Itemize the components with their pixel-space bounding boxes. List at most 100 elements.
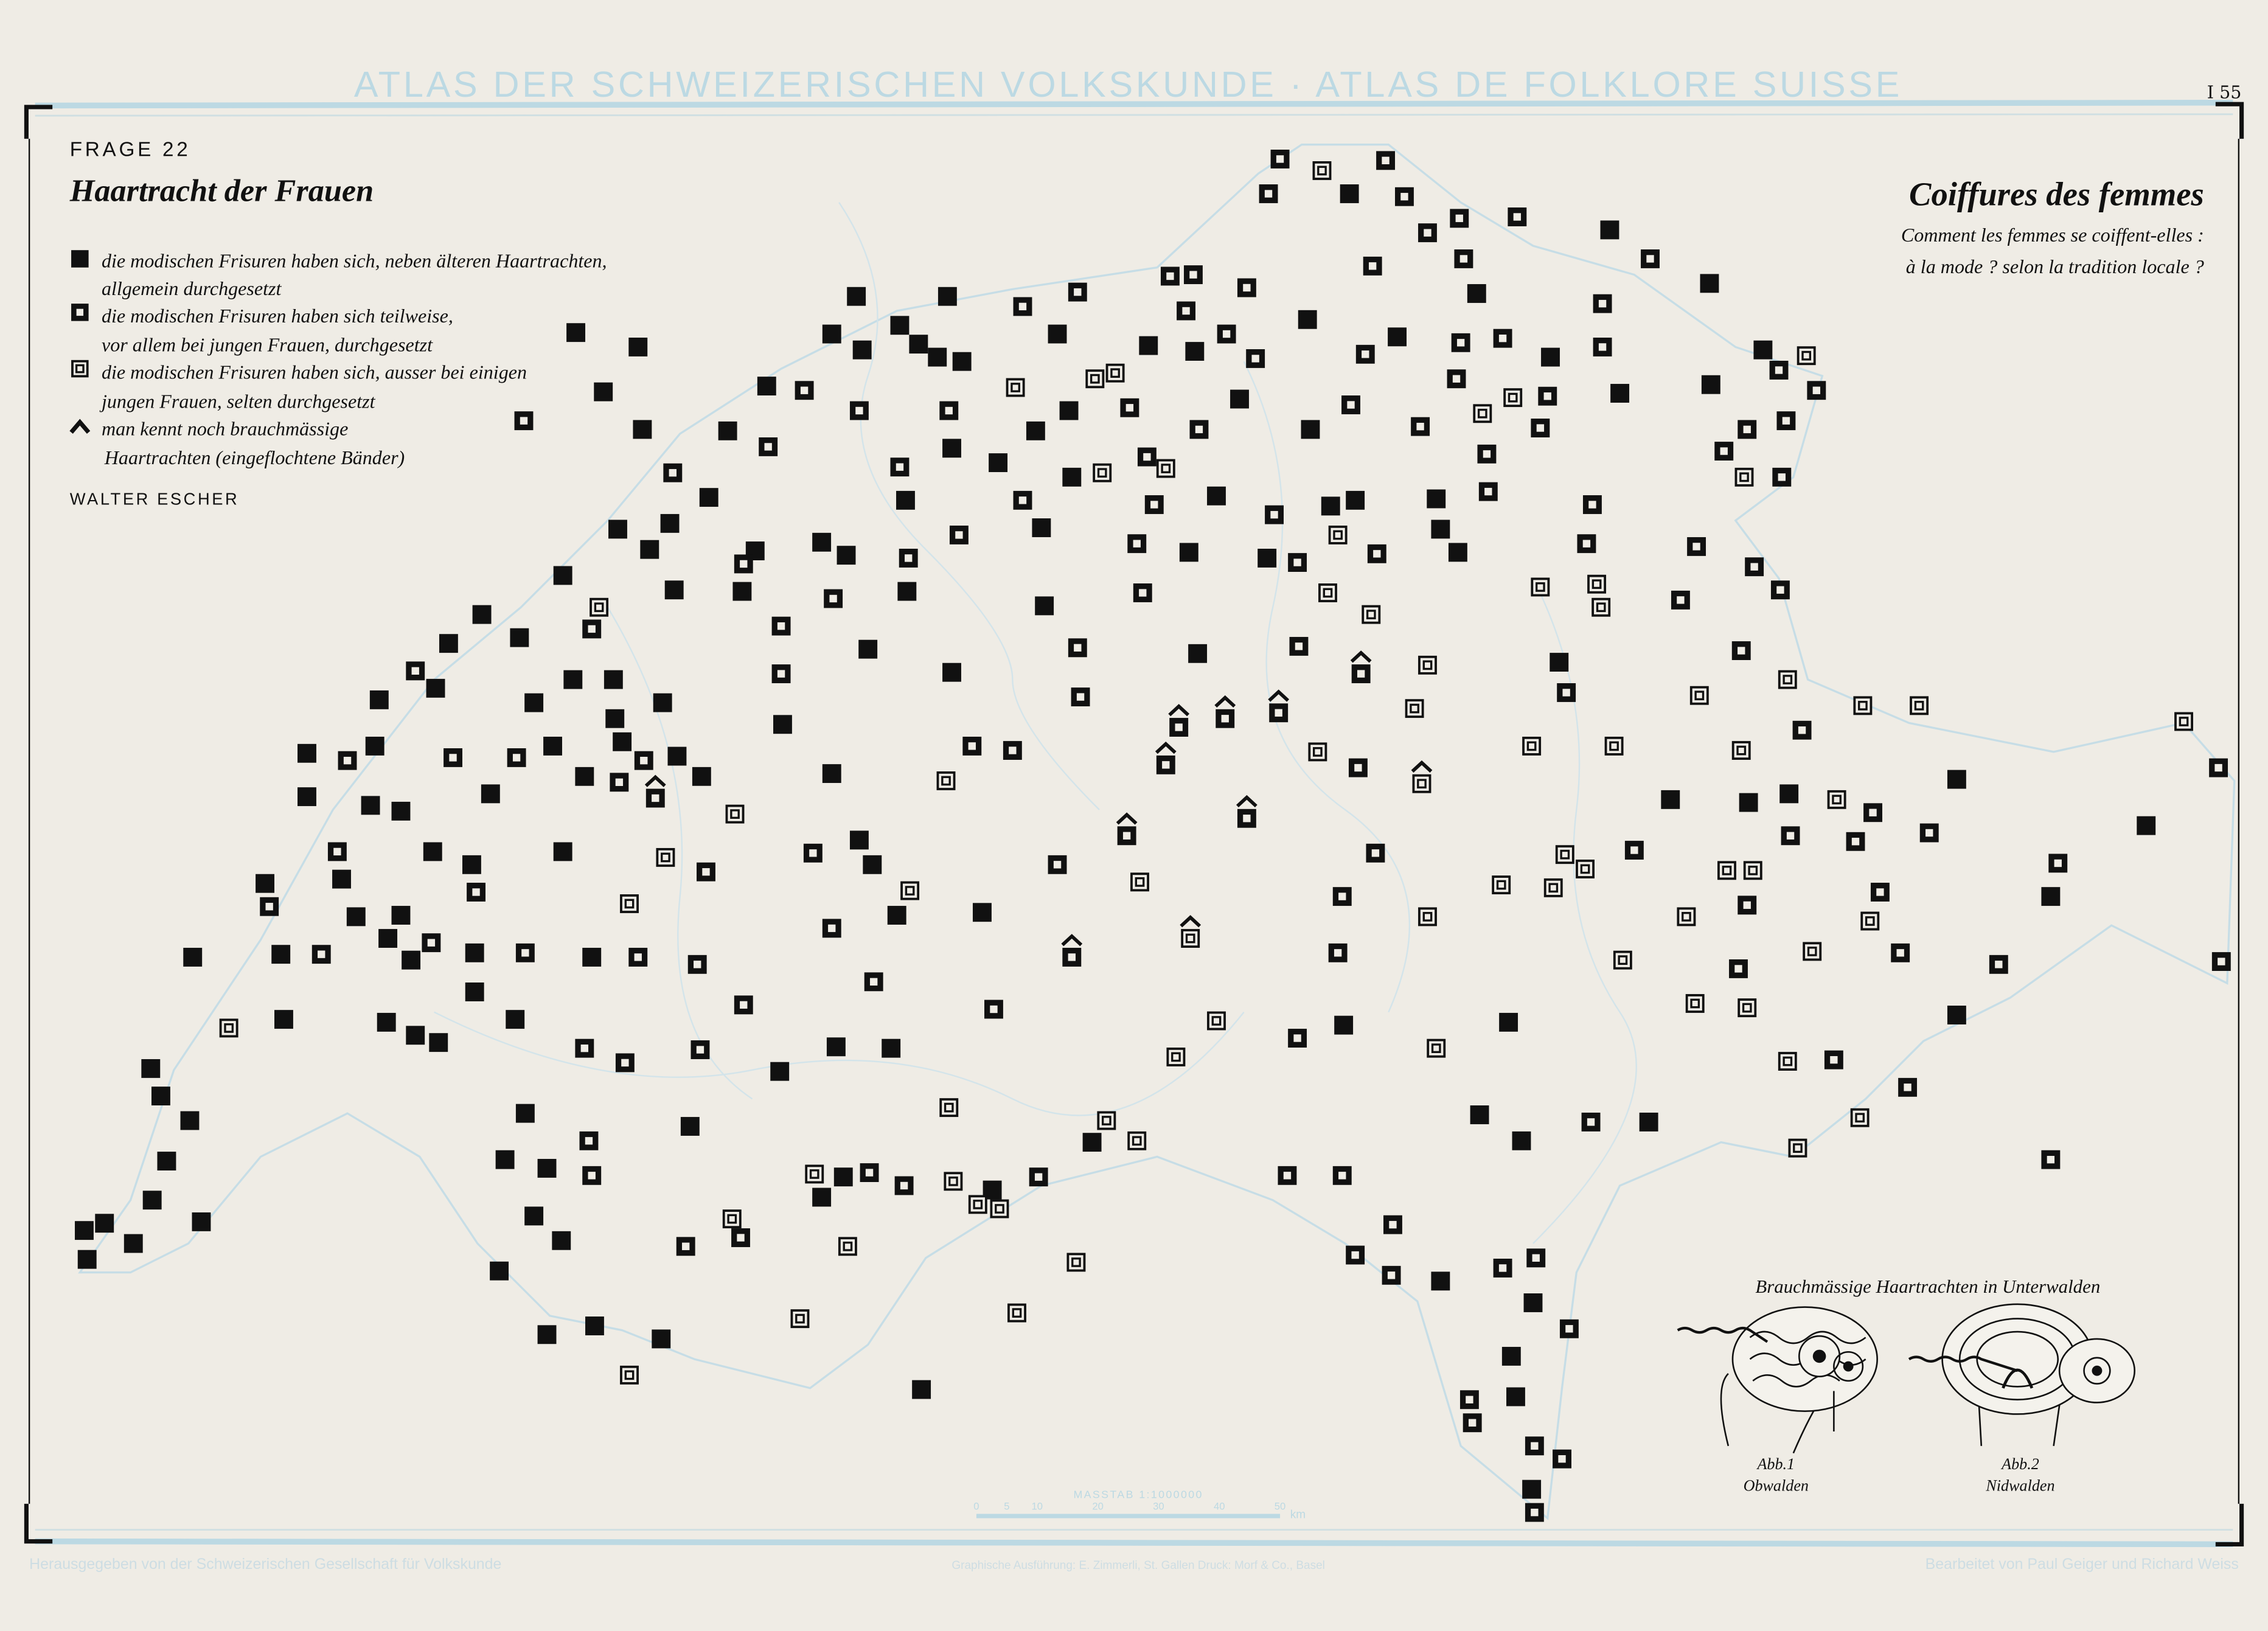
marker-F: [1346, 490, 1365, 510]
marker-S: [1553, 1449, 1571, 1469]
marker-S: [1355, 344, 1375, 364]
marker-F: [1230, 389, 1249, 409]
marker-HS: [1168, 704, 1190, 737]
marker-F: [1700, 274, 1719, 293]
marker-D: [1827, 790, 1846, 809]
marker-S: [1538, 386, 1557, 406]
marker-S: [1463, 1413, 1482, 1433]
marker-F: [297, 787, 316, 807]
marker-F: [465, 982, 484, 1001]
marker-F: [822, 324, 841, 344]
marker-S: [731, 1228, 750, 1247]
marker-S: [864, 972, 883, 992]
marker-S: [1366, 843, 1385, 863]
marker-F: [566, 323, 586, 343]
marker-F: [506, 1010, 525, 1029]
marker-F: [1139, 336, 1158, 355]
marker-F: [563, 670, 583, 689]
marker-D: [1555, 845, 1574, 864]
marker-S: [1160, 266, 1180, 286]
marker-S: [1493, 329, 1512, 348]
marker-F: [2041, 887, 2061, 906]
marker-S: [1411, 417, 1430, 436]
marker-D: [1312, 161, 1332, 180]
marker-F: [490, 1261, 509, 1281]
marker-S: [1395, 187, 1414, 206]
marker-S: [1714, 442, 1734, 461]
marker-D: [1308, 742, 1327, 762]
marker-D: [944, 1172, 963, 1191]
marker-D: [1797, 346, 1816, 366]
marker-F: [1431, 520, 1450, 539]
marker-F: [942, 439, 961, 458]
marker-F: [524, 693, 544, 712]
marker-S: [1418, 223, 1437, 243]
marker-F: [183, 947, 203, 967]
marker-F: [1470, 1105, 1489, 1124]
sheet-number: I 55: [2207, 83, 2242, 103]
marker-F: [812, 532, 832, 552]
marker-F: [732, 582, 752, 601]
marker-S: [1332, 887, 1352, 906]
marker-D: [1418, 655, 1437, 675]
marker-F: [1661, 790, 1680, 809]
marker-F: [1779, 784, 1799, 804]
map-title-fr: Coiffures des femmes: [1909, 176, 2204, 213]
marker-F: [613, 732, 632, 751]
marker-S: [582, 619, 602, 639]
marker-S: [1525, 1503, 1544, 1522]
marker-F: [365, 736, 384, 756]
obwalden-hairstyle-drawing: [1677, 1306, 1878, 1454]
marker-S: [860, 1163, 879, 1183]
legend-item-2-line2: vor allem bei jungen Frauen, durchgesetz…: [102, 334, 433, 356]
marker-S: [984, 1000, 1003, 1019]
marker-F: [1334, 1015, 1354, 1035]
marker-F: [952, 352, 972, 371]
marker-D: [1492, 875, 1511, 895]
marker-S: [579, 1131, 599, 1150]
marker-S: [1478, 482, 1498, 501]
marker-D: [936, 771, 956, 790]
marker-F: [1610, 384, 1630, 403]
marker-D: [1318, 583, 1337, 602]
marker-D: [1910, 696, 1929, 715]
marker-D: [1778, 670, 1797, 689]
marker-S: [1450, 209, 1469, 228]
marker-S: [1133, 583, 1152, 602]
marker-F: [1541, 347, 1560, 367]
marker-S: [1577, 534, 1596, 554]
marker-S: [338, 751, 357, 770]
marker-S: [1177, 301, 1196, 321]
marker-S: [1593, 294, 1612, 313]
legend-item-3-line1: die modischen Frisuren haben sich, ausse…: [102, 361, 527, 383]
marker-S: [1068, 282, 1087, 302]
marker-F: [863, 855, 882, 874]
marker-F: [849, 830, 869, 850]
marker-F: [1501, 1346, 1521, 1366]
marker-S: [1259, 184, 1278, 203]
subtitle-fr-line1: Comment les femmes se coiffent-elles :: [1901, 224, 2204, 246]
marker-F: [553, 566, 572, 585]
marker-F: [332, 869, 351, 889]
marker-S: [687, 955, 707, 974]
marker-S: [1729, 959, 1748, 978]
marker-S: [939, 401, 959, 420]
marker-F: [989, 453, 1008, 473]
marker-S: [1738, 895, 1757, 915]
marker-F: [524, 1206, 544, 1226]
marker-F: [391, 906, 411, 925]
marker-S: [1671, 590, 1690, 610]
marker-F: [1179, 543, 1198, 562]
marker-D: [1685, 994, 1705, 1013]
marker-F: [1026, 421, 1045, 440]
marker-S: [1776, 411, 1796, 431]
marker-D: [1731, 741, 1751, 760]
legend-item-1-line1: die modischen Frisuren haben sich, neben…: [102, 250, 607, 272]
marker-D: [656, 847, 675, 867]
marker-F: [773, 715, 792, 734]
marker-F: [271, 945, 291, 964]
marker-F: [361, 796, 380, 815]
marker-D: [1591, 597, 1611, 617]
marker-D: [1743, 861, 1762, 880]
scale-tick-30: 30: [1153, 1500, 1164, 1512]
